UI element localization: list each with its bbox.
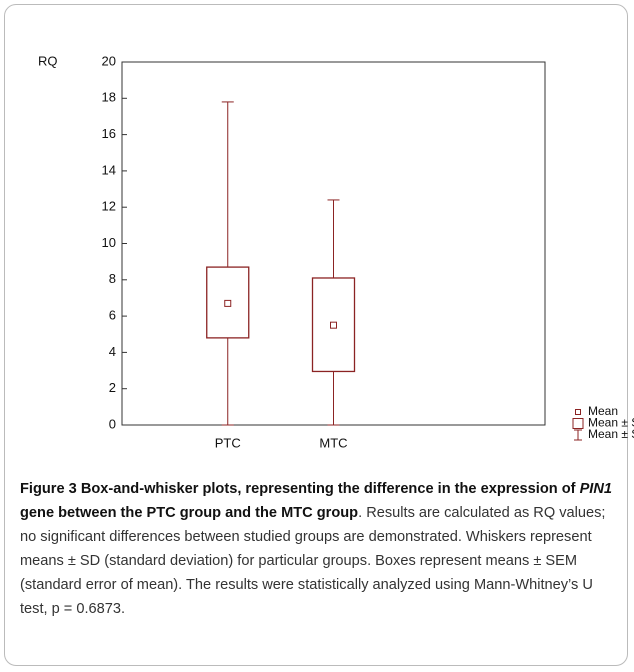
- y-tick-label: 8: [109, 271, 116, 286]
- legend-label: Mean ± SD: [588, 427, 634, 441]
- y-tick-label: 10: [102, 235, 116, 250]
- mean-marker: [224, 299, 232, 307]
- mean-marker: [330, 321, 337, 329]
- caption-title: Box-and-whisker plots, representing the …: [80, 481, 576, 497]
- figure-frame: [4, 4, 628, 666]
- caption-gene: PIN1: [579, 481, 613, 497]
- y-tick-label: 14: [102, 162, 116, 177]
- y-tick-label: 0: [109, 416, 116, 431]
- caption-body: . Results are calculated as RQ values; n…: [20, 505, 606, 617]
- legend-symbol: [572, 418, 584, 429]
- sem-box: [206, 266, 250, 339]
- caption-title: gene between the PTC group and the MTC g…: [20, 505, 359, 521]
- y-tick-label: 20: [102, 53, 116, 68]
- y-tick-label: 12: [102, 199, 116, 214]
- x-tick-label: PTC: [215, 435, 241, 450]
- y-axis-label: RQ: [38, 53, 58, 68]
- legend-label: Mean: [588, 404, 618, 418]
- x-tick-label: MTC: [319, 435, 347, 450]
- caption: Figure 3 Box-and-whisker plots, represen…: [20, 477, 620, 621]
- y-tick-label: 16: [102, 126, 116, 141]
- y-tick-label: 2: [109, 380, 116, 395]
- caption-label: Figure 3: [20, 481, 77, 497]
- sem-box: [311, 277, 356, 373]
- legend-symbol: [575, 409, 581, 415]
- y-tick-label: 4: [109, 344, 116, 359]
- legend-label: Mean ± SEM: [588, 416, 634, 430]
- y-tick-label: 18: [102, 90, 116, 105]
- y-tick-label: 6: [109, 308, 116, 323]
